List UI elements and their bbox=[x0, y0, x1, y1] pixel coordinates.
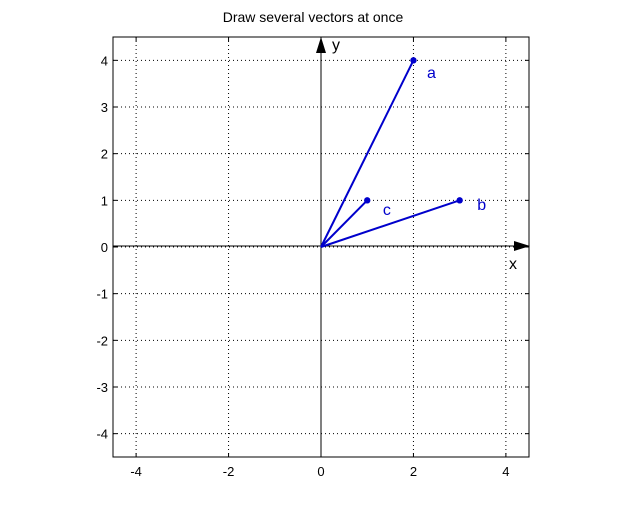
y-tick-label: 4 bbox=[101, 53, 108, 68]
y-tick-label: 0 bbox=[101, 240, 108, 255]
y-tick-label: 2 bbox=[101, 147, 108, 162]
vector-b-label: b bbox=[477, 197, 486, 214]
vector-c-label: c bbox=[383, 202, 391, 219]
vector-c-tip bbox=[364, 197, 371, 204]
y-tick-label: -2 bbox=[96, 333, 108, 348]
y-axis-label: y bbox=[332, 37, 340, 54]
y-tick-label: -4 bbox=[96, 427, 108, 442]
x-axis-label: x bbox=[509, 256, 517, 273]
y-tick-label: -1 bbox=[96, 287, 108, 302]
vector-a-tip bbox=[410, 57, 417, 64]
y-tick-label: 1 bbox=[101, 193, 108, 208]
x-tick-label: 4 bbox=[502, 464, 509, 479]
x-tick-label: 2 bbox=[410, 464, 417, 479]
vector-a-line bbox=[320, 59, 415, 248]
vector-b-line bbox=[320, 199, 460, 248]
vector-series: a b c bbox=[320, 57, 486, 248]
y-tick-label: 3 bbox=[101, 100, 108, 115]
y-axis-arrowhead bbox=[316, 37, 326, 53]
x-tick-label: -2 bbox=[223, 464, 235, 479]
tick-labels: -4 -2 0 2 4 -4 -3 -2 -1 0 1 2 3 4 bbox=[96, 53, 509, 479]
vector-a-label: a bbox=[427, 65, 436, 82]
x-tick-label: -4 bbox=[130, 464, 142, 479]
vector-b-tip bbox=[456, 197, 463, 204]
vector-c-line bbox=[320, 199, 368, 248]
chart-title: Draw several vectors at once bbox=[223, 9, 404, 25]
x-tick-label: 0 bbox=[317, 464, 324, 479]
coordinate-axes: x y bbox=[113, 37, 530, 457]
y-tick-label: -3 bbox=[96, 380, 108, 395]
x-axis-arrowhead bbox=[514, 241, 530, 251]
